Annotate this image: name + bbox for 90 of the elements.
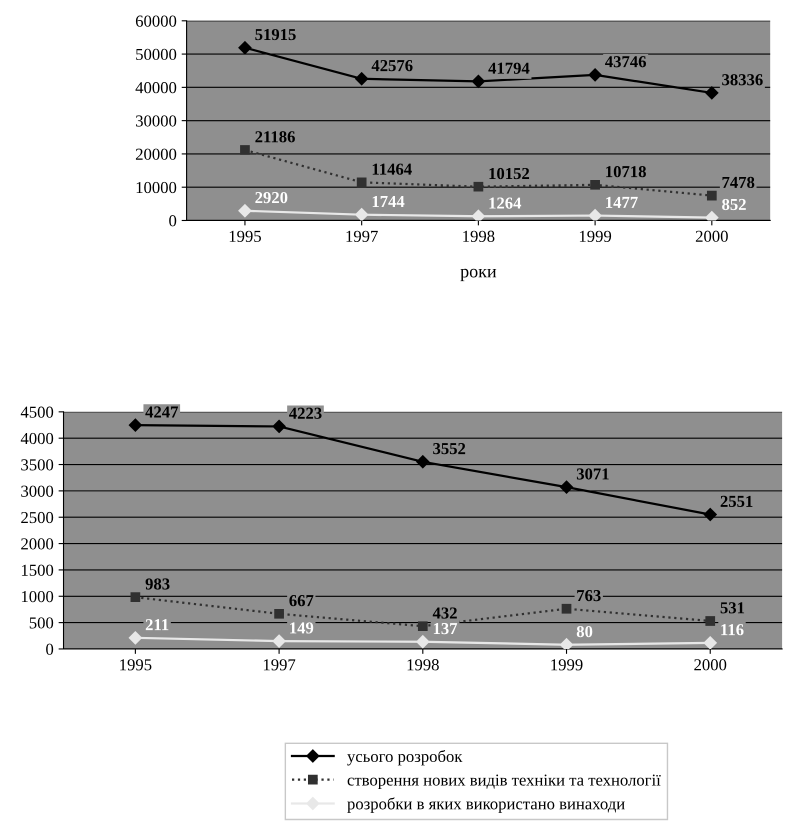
- point: [705, 616, 716, 626]
- x-tick-label: 1995: [230, 230, 261, 242]
- point: [560, 480, 574, 494]
- data-label: 116: [721, 624, 744, 636]
- y-tick-label: 1500: [22, 564, 54, 576]
- y-tick-label: 4000: [20, 432, 54, 444]
- legend-label: створення нових видів техніки та технології: [348, 774, 661, 790]
- point: [416, 455, 430, 468]
- data-label: 41794: [488, 62, 530, 74]
- x-tick-label: 1997: [264, 659, 296, 670]
- data-label: 42576: [372, 60, 413, 72]
- point: [356, 177, 367, 188]
- y-tick-label: 3500: [21, 459, 54, 470]
- point: [472, 74, 485, 88]
- point: [588, 68, 602, 82]
- data-label: 21186: [255, 131, 295, 142]
- data-label: 11464: [372, 164, 412, 175]
- data-label: 4223: [289, 408, 322, 419]
- point: [560, 638, 574, 649]
- point: [704, 636, 717, 649]
- point: [128, 631, 142, 644]
- point: [240, 145, 250, 155]
- point: [590, 180, 600, 190]
- x-tick-label: 1998: [408, 659, 439, 670]
- x-tick-label: 1999: [580, 230, 612, 242]
- data-label: 38336: [722, 74, 763, 86]
- data-label: 432: [432, 607, 457, 619]
- point: [472, 210, 485, 220]
- point: [588, 208, 602, 220]
- data-label: 7478: [722, 176, 754, 188]
- data-label: 2920: [255, 192, 288, 204]
- point: [272, 634, 286, 648]
- data-label: 137: [434, 622, 458, 634]
- y-tick-label: 2500: [21, 512, 54, 524]
- data-label: 1744: [372, 196, 404, 207]
- point: [705, 86, 718, 100]
- y-tick-label: 500: [30, 617, 54, 629]
- data-label: 763: [577, 590, 601, 602]
- data-label: 667: [289, 595, 314, 606]
- data-label: 51915: [255, 28, 296, 40]
- data-label: 852: [722, 198, 746, 210]
- point: [238, 41, 252, 54]
- x-tick-label: 2000: [694, 659, 726, 670]
- point: [562, 604, 572, 614]
- data-label: 531: [720, 602, 744, 614]
- data-label: 3552: [433, 443, 466, 454]
- point: [130, 592, 140, 602]
- y-tick-label: 50000: [136, 48, 176, 60]
- y-tick-label: 40000: [136, 82, 176, 94]
- data-label: 10152: [489, 168, 530, 180]
- x-tick-label: 1998: [463, 230, 494, 242]
- point: [272, 420, 286, 434]
- data-label: 2551: [720, 496, 752, 507]
- point: [355, 72, 368, 86]
- data-label: 211: [146, 619, 168, 630]
- data-label: 10718: [606, 166, 646, 178]
- point: [416, 635, 430, 648]
- point: [418, 621, 428, 632]
- point: [474, 182, 484, 192]
- point: [355, 208, 368, 220]
- point: [704, 508, 717, 522]
- data-label: 43746: [605, 56, 646, 68]
- x-axis-title: роки: [460, 268, 496, 282]
- y-tick-label: 3000: [21, 486, 54, 497]
- data-label: 4247: [145, 406, 178, 418]
- y-tick-label: 0: [169, 215, 176, 226]
- data-label: 3071: [576, 468, 609, 480]
- y-tick-label: 30000: [136, 115, 176, 127]
- legend-label: усього розробок: [347, 750, 462, 766]
- data-label: 149: [290, 622, 314, 634]
- y-tick-label: 10000: [136, 182, 176, 194]
- x-tick-label: 1995: [120, 659, 152, 670]
- y-tick-label: 1000: [22, 590, 54, 602]
- point: [238, 204, 252, 218]
- data-label: 80: [576, 626, 592, 638]
- data-label: 983: [146, 578, 170, 590]
- data-label: 1264: [489, 198, 522, 209]
- point: [274, 608, 284, 619]
- y-tick-label: 2000: [21, 538, 54, 550]
- y-tick-label: 60000: [136, 16, 176, 27]
- y-tick-label: 4500: [20, 406, 54, 418]
- x-tick-label: 1997: [346, 230, 378, 242]
- point: [706, 190, 717, 200]
- y-tick-label: 20000: [136, 148, 176, 160]
- legend-label: розробки в яких використано винаходи: [347, 797, 625, 813]
- x-tick-label: 2000: [696, 230, 728, 242]
- y-tick-label: 0: [46, 644, 54, 655]
- x-tick-label: 1999: [551, 659, 583, 670]
- point: [128, 418, 142, 432]
- data-label: 1477: [606, 196, 638, 208]
